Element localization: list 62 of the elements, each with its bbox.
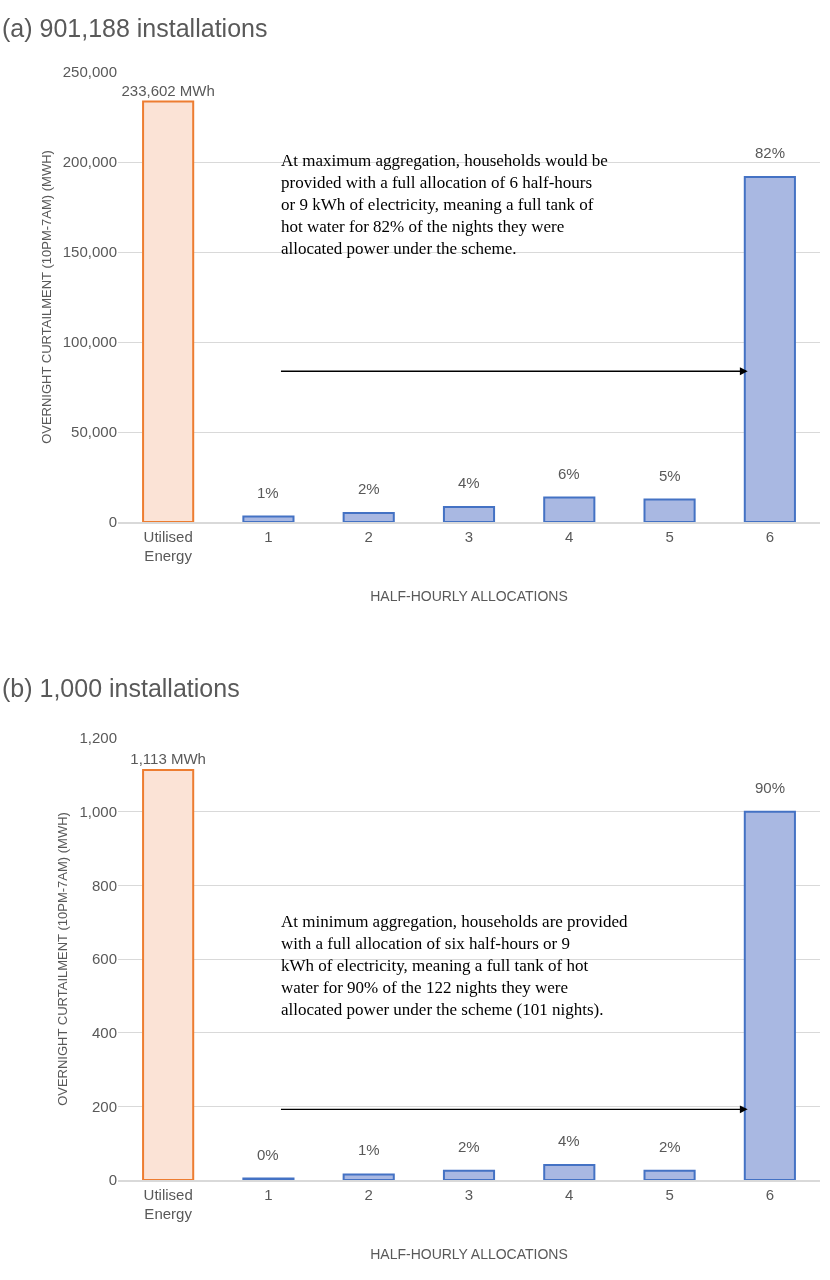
annotation: 90% — [755, 779, 786, 796]
x-axis-title: HALF-HOURLY ALLOCATIONS — [370, 588, 568, 605]
x-tick-label: 5 — [665, 1185, 674, 1203]
y-axis-title: OVERNIGHT CURTAILMENT (10PM-7AM) (MWH) — [55, 812, 71, 1106]
annotation: 2% — [659, 1138, 681, 1155]
annotation: 0% — [257, 1146, 279, 1163]
y-tick-label: 200,000 — [62, 153, 117, 171]
x-tick-label: 6 — [765, 1185, 775, 1203]
chart-title: (a) 901,188 installations — [2, 14, 268, 42]
bar — [442, 506, 496, 522]
x-tick-label: 4 — [565, 1185, 574, 1203]
y-tick-label: 150,000 — [62, 243, 117, 261]
y-tick-label: 250,000 — [62, 63, 117, 81]
x-tick-label: 2 — [364, 527, 373, 545]
bar — [442, 1169, 496, 1180]
x-tick-label: 5 — [665, 527, 674, 545]
annotation: 5% — [659, 467, 681, 484]
y-tick-label: 0 — [108, 513, 117, 531]
data-label: 1,113 MWh — [130, 750, 206, 768]
bar — [342, 1173, 395, 1180]
x-tick-label: 1 — [264, 1185, 273, 1203]
x-tick-label: Utilised Energy — [143, 1185, 193, 1223]
y-tick-label: 400 — [91, 1023, 117, 1041]
x-tick-label: 4 — [565, 527, 574, 545]
x-tick-label: 3 — [464, 527, 474, 545]
bar — [743, 810, 796, 1180]
y-axis-title: OVERNIGHT CURTAILMENT (10PM-7AM) (MWH) — [38, 150, 54, 444]
annotation: At minimum aggregation, households are provided with a full allocation of six half-hours or 9 kWh of electricity, meaning a full tank of hot water for 90% of the 122 nights they were allocated power under the scheme (101 nights). — [281, 912, 629, 1020]
annotation: 2% — [458, 1138, 480, 1155]
y-tick-label: 800 — [91, 876, 117, 894]
bar — [543, 1163, 596, 1180]
data-label: 233,602 MWh — [121, 81, 215, 99]
x-tick-label: Utilised Energy — [143, 527, 193, 565]
bar — [643, 498, 696, 522]
annotation: 6% — [558, 465, 580, 482]
y-tick-label: 600 — [91, 950, 117, 968]
y-tick-label: 1,200 — [79, 729, 117, 747]
annotation: 1% — [257, 484, 279, 501]
annotation: 4% — [558, 1132, 580, 1149]
y-tick-label: 50,000 — [71, 423, 117, 441]
x-tick-label: 2 — [364, 1185, 373, 1203]
bar — [142, 769, 195, 1180]
bar — [142, 100, 195, 522]
bar — [643, 1169, 696, 1180]
x-axis-title: HALF-HOURLY ALLOCATIONS — [370, 1246, 568, 1263]
y-tick-label: 200 — [91, 1097, 117, 1115]
annotation: At maximum aggregation, households would be provided with a full allocation of 6 half-hours or 9 kWh of electricity, meaning a full tank of hot water for 82% of the nights they were allocated power under the scheme. — [281, 151, 608, 259]
chart-title: (b) 1,000 installations — [2, 674, 240, 702]
annotation: 2% — [358, 480, 380, 497]
bar — [543, 496, 596, 522]
x-tick-label: 6 — [765, 527, 775, 545]
annotation: 4% — [458, 474, 480, 491]
y-tick-label: 100,000 — [62, 333, 117, 351]
bar — [342, 512, 395, 522]
bar — [242, 515, 295, 522]
y-tick-label: 1,000 — [79, 802, 117, 820]
annotation: 82% — [755, 144, 786, 161]
x-tick-label: 1 — [264, 527, 273, 545]
x-tick-label: 3 — [464, 1185, 474, 1203]
y-tick-label: 0 — [108, 1171, 117, 1189]
bar — [743, 175, 796, 522]
annotation: 1% — [358, 1141, 380, 1158]
